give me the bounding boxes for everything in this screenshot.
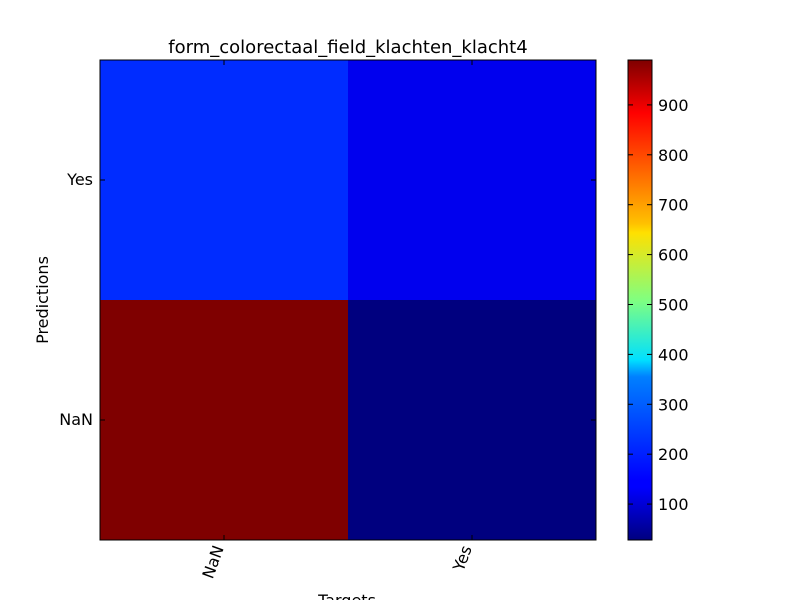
colorbar-tick-label: 400: [658, 345, 689, 364]
colorbar-tick-label: 900: [658, 96, 689, 115]
colorbar-tick-label: 800: [658, 146, 689, 165]
y-axis-label: Predictions: [33, 256, 52, 344]
heatmap-cells: [100, 60, 597, 541]
heatmap-cell: [348, 300, 597, 541]
colorbar-tick-label: 700: [658, 196, 689, 215]
colorbar-tick-label: 200: [658, 445, 689, 464]
y-tick-label: Yes: [66, 170, 93, 189]
y-axis-ticks: Yes NaN: [59, 170, 596, 429]
heatmap-cell: [348, 60, 597, 301]
chart-title: form_colorectaal_field_klachten_klacht4: [168, 37, 527, 58]
colorbar-ticks: 100 200 300 400 500 600 700 800 900: [628, 96, 689, 514]
x-tick-label: NaN: [198, 543, 227, 581]
heatmap-cell: [100, 60, 349, 301]
heatmap-cell: [100, 300, 349, 541]
x-tick-label: Yes: [449, 543, 476, 575]
y-tick-label: NaN: [59, 410, 93, 429]
plot-frame: [99, 59, 597, 541]
colorbar-tick-label: 100: [658, 495, 689, 514]
colorbar-tick-label: 300: [658, 395, 689, 414]
x-axis-label: Targets: [317, 591, 376, 600]
colorbar-tick-label: 600: [658, 246, 689, 265]
colorbar: [627, 59, 653, 541]
colorbar-tick-label: 500: [658, 295, 689, 314]
